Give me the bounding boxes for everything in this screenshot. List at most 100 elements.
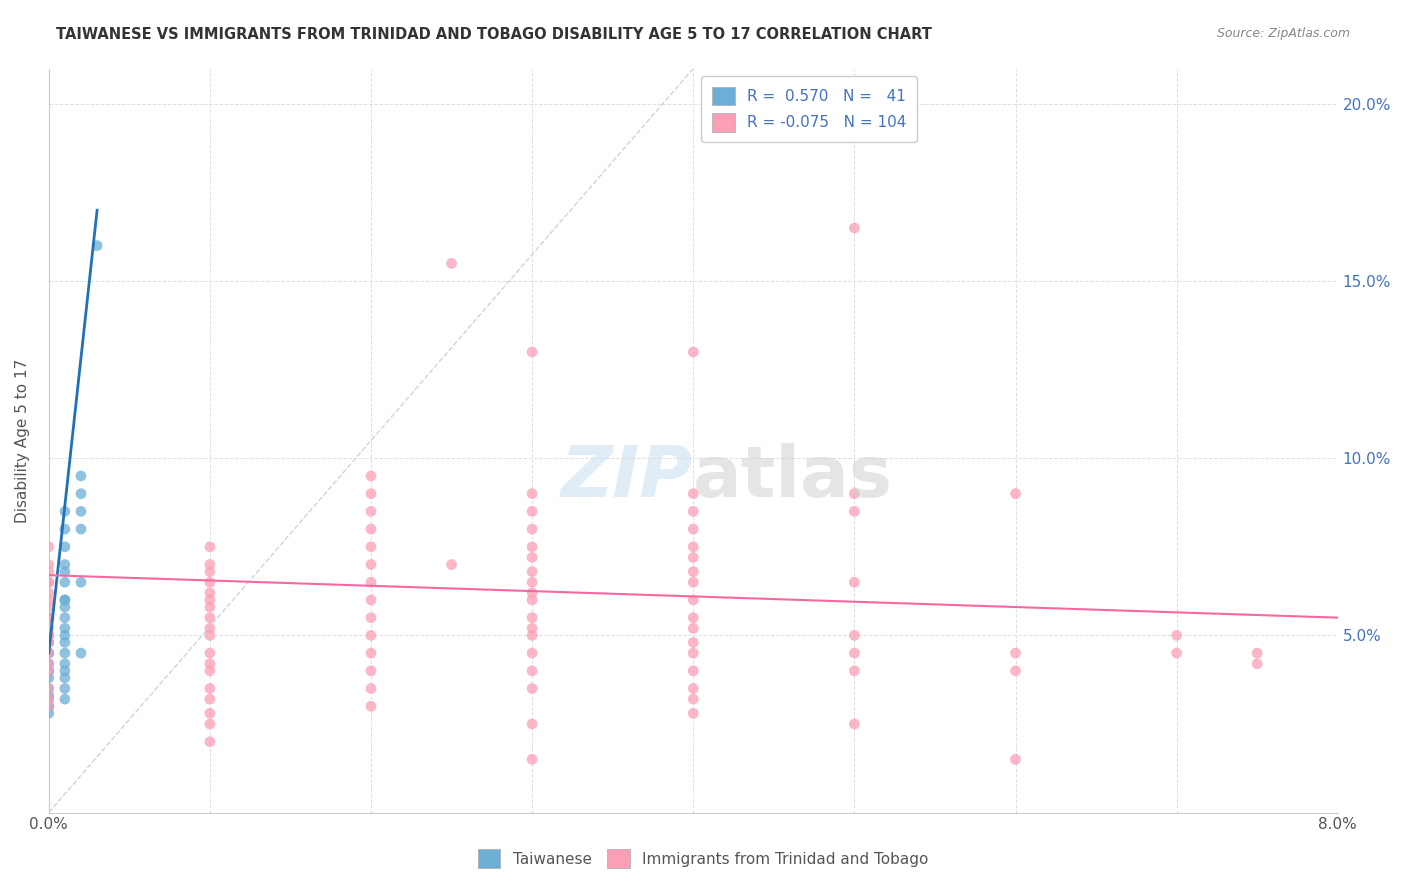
Point — [682, 621, 704, 635]
Point — [70, 575, 93, 590]
Legend: Taiwanese, Immigrants from Trinidad and Tobago: Taiwanese, Immigrants from Trinidad and … — [470, 841, 936, 875]
Point — [844, 717, 866, 731]
Point — [520, 586, 543, 600]
Point — [53, 565, 76, 579]
Point — [38, 699, 60, 714]
Point — [1246, 657, 1268, 671]
Point — [682, 550, 704, 565]
Point — [682, 646, 704, 660]
Point — [70, 469, 93, 483]
Point — [38, 681, 60, 696]
Point — [440, 558, 463, 572]
Point — [53, 657, 76, 671]
Point — [682, 635, 704, 649]
Point — [38, 575, 60, 590]
Point — [198, 621, 221, 635]
Point — [1004, 646, 1026, 660]
Point — [53, 504, 76, 518]
Point — [38, 565, 60, 579]
Point — [198, 575, 221, 590]
Point — [198, 586, 221, 600]
Text: Source: ZipAtlas.com: Source: ZipAtlas.com — [1216, 27, 1350, 40]
Point — [844, 575, 866, 590]
Point — [53, 671, 76, 685]
Point — [38, 646, 60, 660]
Point — [520, 550, 543, 565]
Point — [38, 646, 60, 660]
Point — [682, 522, 704, 536]
Point — [38, 586, 60, 600]
Point — [53, 575, 76, 590]
Point — [844, 628, 866, 642]
Y-axis label: Disability Age 5 to 17: Disability Age 5 to 17 — [15, 359, 30, 523]
Point — [53, 593, 76, 607]
Point — [38, 657, 60, 671]
Point — [198, 646, 221, 660]
Point — [520, 717, 543, 731]
Point — [53, 646, 76, 660]
Point — [198, 681, 221, 696]
Point — [38, 689, 60, 703]
Point — [682, 593, 704, 607]
Point — [360, 646, 382, 660]
Point — [53, 692, 76, 706]
Point — [53, 610, 76, 624]
Point — [86, 238, 108, 252]
Point — [38, 621, 60, 635]
Point — [682, 664, 704, 678]
Point — [520, 621, 543, 635]
Point — [198, 657, 221, 671]
Point — [38, 681, 60, 696]
Point — [360, 522, 382, 536]
Point — [520, 522, 543, 536]
Point — [70, 646, 93, 660]
Point — [520, 664, 543, 678]
Point — [360, 664, 382, 678]
Point — [1166, 646, 1188, 660]
Text: TAIWANESE VS IMMIGRANTS FROM TRINIDAD AND TOBAGO DISABILITY AGE 5 TO 17 CORRELAT: TAIWANESE VS IMMIGRANTS FROM TRINIDAD AN… — [56, 27, 932, 42]
Point — [520, 646, 543, 660]
Point — [520, 540, 543, 554]
Point — [70, 504, 93, 518]
Point — [360, 558, 382, 572]
Point — [38, 664, 60, 678]
Point — [38, 610, 60, 624]
Point — [38, 635, 60, 649]
Point — [1004, 486, 1026, 500]
Text: atlas: atlas — [693, 443, 893, 512]
Point — [198, 664, 221, 678]
Point — [53, 621, 76, 635]
Point — [38, 628, 60, 642]
Point — [520, 504, 543, 518]
Text: ZIP: ZIP — [561, 443, 693, 512]
Point — [38, 628, 60, 642]
Point — [844, 646, 866, 660]
Point — [38, 692, 60, 706]
Legend: R =  0.570   N =   41, R = -0.075   N = 104: R = 0.570 N = 41, R = -0.075 N = 104 — [702, 76, 917, 143]
Point — [38, 558, 60, 572]
Point — [38, 635, 60, 649]
Point — [520, 345, 543, 359]
Point — [53, 593, 76, 607]
Point — [844, 664, 866, 678]
Point — [520, 610, 543, 624]
Point — [520, 593, 543, 607]
Point — [38, 610, 60, 624]
Point — [38, 575, 60, 590]
Point — [682, 486, 704, 500]
Point — [38, 593, 60, 607]
Point — [38, 671, 60, 685]
Point — [520, 628, 543, 642]
Point — [38, 657, 60, 671]
Point — [360, 681, 382, 696]
Point — [844, 504, 866, 518]
Point — [1004, 664, 1026, 678]
Point — [38, 600, 60, 615]
Point — [360, 610, 382, 624]
Point — [682, 575, 704, 590]
Point — [360, 504, 382, 518]
Point — [360, 540, 382, 554]
Point — [198, 717, 221, 731]
Point — [682, 610, 704, 624]
Point — [53, 635, 76, 649]
